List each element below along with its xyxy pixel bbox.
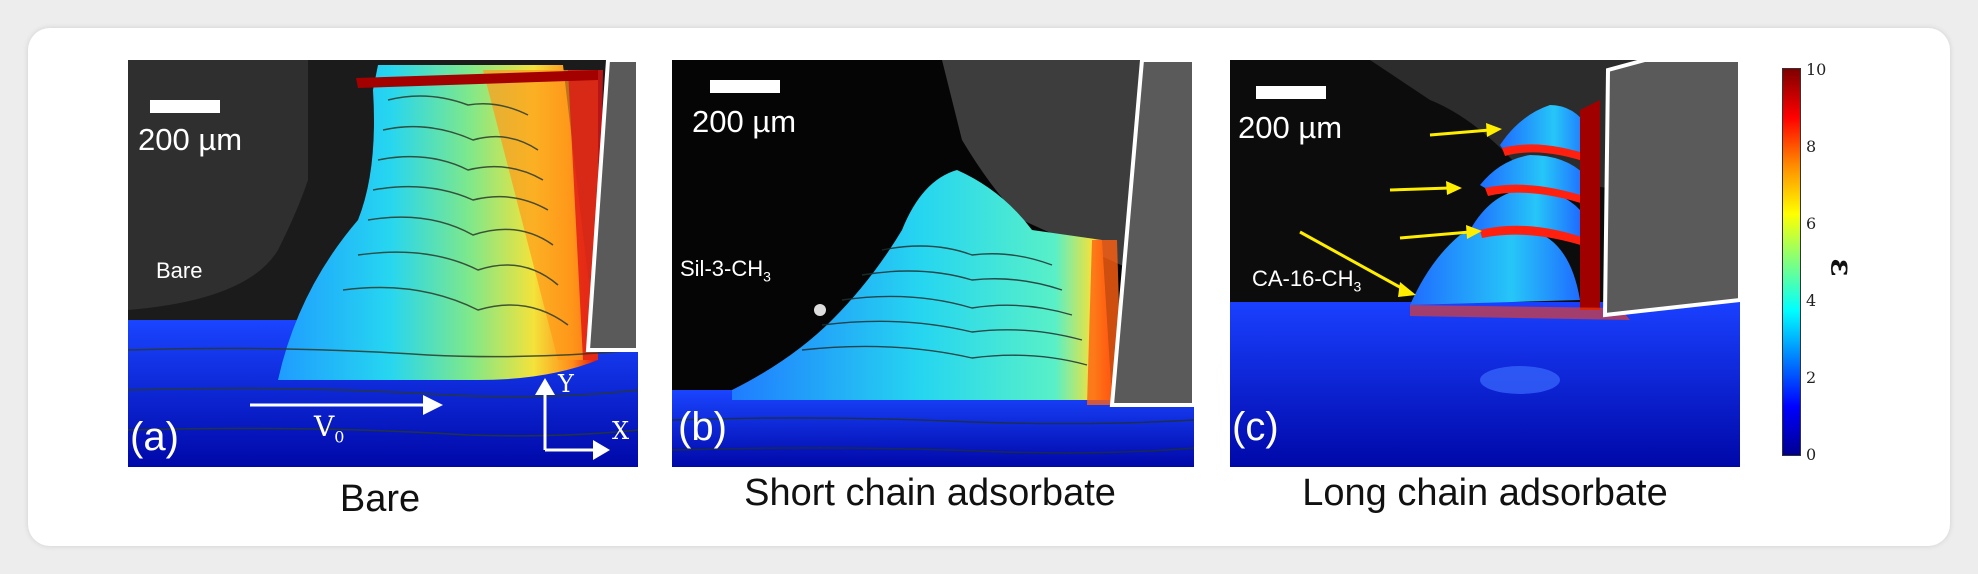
panel-c: 200 µm CA-16-CH3 (c) <box>1230 60 1740 467</box>
colorbar-tick: 4 <box>1806 291 1817 310</box>
panel-letter: (b) <box>678 405 727 449</box>
panel-a: 200 µm Bare (a) V0 Y X <box>128 60 638 467</box>
panel-b: 200 µm Sil-3-CH3 (b) <box>672 60 1194 467</box>
scale-bar <box>710 80 780 93</box>
panel-letter: (a) <box>130 415 179 459</box>
scale-label: 200 µm <box>1238 110 1343 145</box>
surface-label: CA-16-CH3 <box>1252 266 1362 295</box>
coordinate-axes <box>535 378 610 460</box>
axis-y-label: Y <box>558 370 574 398</box>
colorbar-label: ε <box>1823 258 1859 277</box>
panel-b-image <box>672 60 1194 467</box>
surface-label: Bare <box>156 258 203 283</box>
colorbar-tick: 6 <box>1806 214 1817 233</box>
colorbar-gradient <box>1783 69 1800 455</box>
caption-c: Long chain adsorbate <box>1302 472 1668 514</box>
colorbar-tick: 10 <box>1806 60 1827 79</box>
colorbar-tick: 2 <box>1806 368 1817 387</box>
colorbar <box>1782 68 1801 456</box>
scale-bar <box>1256 86 1326 99</box>
scale-label: 200 µm <box>138 122 243 157</box>
yellow-arrows <box>1299 123 1502 297</box>
caption-a: Bare <box>339 478 421 520</box>
colorbar-tick: 0 <box>1806 445 1817 464</box>
scale-bar <box>150 100 220 113</box>
panel-letter: (c) <box>1232 405 1279 449</box>
velocity-arrow <box>250 395 443 415</box>
velocity-label: V0 <box>314 410 345 447</box>
surface-label: Sil-3-CH3 <box>680 256 771 285</box>
caption-b: Short chain adsorbate <box>744 472 1116 514</box>
colorbar-tick: 8 <box>1806 137 1817 156</box>
axis-x-label: X <box>612 417 630 445</box>
scale-label: 200 µm <box>692 104 797 139</box>
panel-a-image <box>128 60 638 467</box>
panel-c-image <box>1230 60 1740 467</box>
